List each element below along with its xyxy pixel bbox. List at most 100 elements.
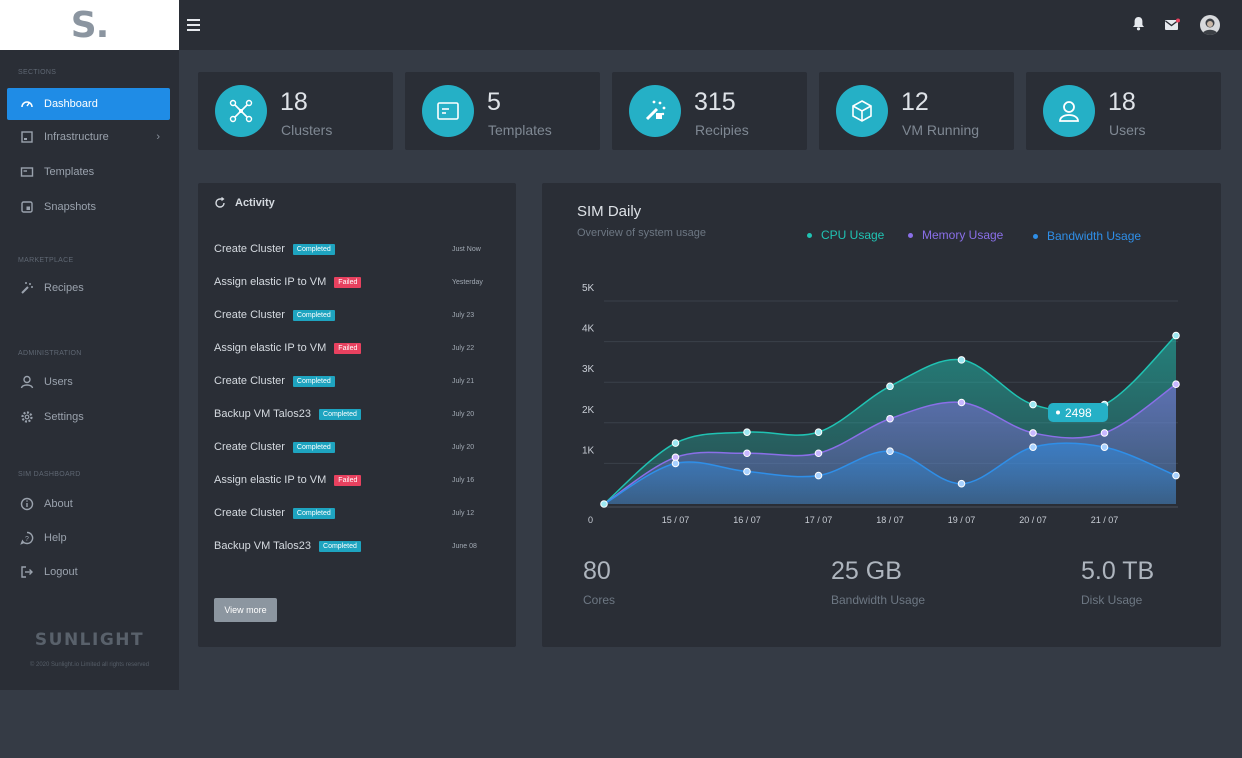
data-point-memory-usage[interactable] (1172, 380, 1180, 389)
list-item[interactable]: Backup VM Talos23 Completed June 08 (214, 538, 494, 554)
activity-name: Create Cluster (214, 309, 285, 321)
activity-name: Create Cluster (214, 507, 285, 519)
data-point-bandwidth-usage[interactable] (743, 467, 751, 476)
sidebar-item-label: Logout (44, 566, 78, 578)
data-point-cpu-usage[interactable] (1029, 400, 1037, 409)
area-chart[interactable]: 1K 2K 3K 4K 5K 0 15 / 07 16 / 07 17 / 07 18 / 07 1… (542, 183, 1221, 543)
stat-card-recipies[interactable]: 315 Recipies (612, 72, 807, 150)
mail-icon[interactable] (1164, 18, 1180, 31)
top-bar (179, 0, 1242, 50)
data-point-memory-usage[interactable] (1100, 429, 1109, 437)
sidebar-item-users[interactable]: Users (7, 366, 170, 398)
list-item[interactable]: Create Cluster Completed July 20 (214, 439, 494, 455)
logout-icon (20, 565, 34, 579)
activity-name: Create Cluster (214, 441, 285, 453)
list-item[interactable]: Backup VM Talos23 Completed July 20 (214, 406, 494, 422)
data-point-cpu-usage[interactable] (671, 439, 680, 447)
data-point-bandwidth-usage[interactable] (671, 459, 680, 468)
activity-date: July 23 (452, 311, 475, 319)
cube-icon (836, 85, 888, 137)
x-tick-label: 17 / 07 (805, 515, 833, 525)
activity-panel: Activity Create Cluster Completed Just Now… (198, 183, 516, 647)
y-tick-label: 4K (582, 324, 595, 335)
legend-cpu-usage[interactable]: CPU Usage (807, 228, 884, 242)
status-badge: Completed (292, 441, 335, 453)
avatar[interactable] (1200, 15, 1220, 35)
stat-value: 18 (1108, 88, 1136, 116)
list-item[interactable]: Assign elastic IP to VM Failed July 22 (214, 340, 494, 356)
list-item[interactable]: Create Cluster Completed July 21 (214, 373, 494, 389)
activity-title: Activity (235, 197, 275, 209)
data-point-cpu-usage[interactable] (743, 428, 751, 436)
sidebar-item-label: Infrastructure (44, 131, 109, 143)
sidebar-item-settings[interactable]: Settings (7, 401, 170, 433)
sidebar-item-recipes[interactable]: Recipes (7, 272, 170, 304)
data-point-bandwidth-usage[interactable] (814, 471, 823, 480)
activity-date: July 12 (452, 509, 475, 517)
data-point-memory-usage[interactable] (743, 449, 751, 458)
y-tick-label: 1K (582, 445, 595, 456)
activity-name: Backup VM Talos23 (214, 540, 312, 552)
sidebar-item-templates[interactable]: Templates (7, 156, 170, 188)
data-point-bandwidth-usage[interactable] (1172, 471, 1180, 480)
y-tick-label: 3K (582, 364, 595, 375)
stat-label: Users (1109, 122, 1146, 138)
sidebar-item-infrastructure[interactable]: Infrastructure › (7, 121, 170, 153)
sim-daily-chart-panel: SIM Daily Overview of system usage CPU U… (542, 183, 1221, 647)
legend-memory-usage[interactable]: Memory Usage (908, 228, 1003, 242)
data-point-cpu-usage[interactable] (1172, 331, 1180, 340)
logo-text: S. (70, 4, 110, 46)
status-badge: Failed (334, 276, 362, 288)
data-point-cpu-usage[interactable] (886, 382, 894, 391)
list-item[interactable]: Create Cluster Completed July 12 (214, 505, 494, 521)
data-point-memory-usage[interactable] (957, 398, 966, 407)
sidebar-item-logout[interactable]: Logout (7, 556, 170, 588)
data-point-bandwidth-usage[interactable] (1029, 443, 1037, 451)
copyright: © 2020 Sunlight.io Limited all rights re… (29, 662, 150, 668)
sidebar-item-label: Recipes (44, 282, 84, 294)
sidebar-item-about[interactable]: About (7, 488, 170, 520)
bell-icon[interactable] (1132, 16, 1145, 31)
sidebar-item-help[interactable]: ? Help (7, 522, 170, 554)
activity-name: Assign elastic IP to VM (214, 276, 327, 288)
data-point-memory-usage[interactable] (1029, 429, 1037, 437)
stat-card-clusters[interactable]: 18 Clusters (198, 72, 393, 150)
data-point-memory-usage[interactable] (814, 449, 823, 458)
list-item[interactable]: Assign elastic IP to VM Failed July 16 (214, 472, 494, 488)
stat-value: 5 (487, 88, 501, 116)
y-tick-label: 2K (582, 405, 595, 416)
data-point-bandwidth-usage[interactable] (957, 479, 966, 488)
sidebar-section-title: MARKETPLACE (18, 257, 74, 264)
svg-text:?: ? (25, 536, 29, 543)
data-point-memory-usage[interactable] (886, 414, 894, 423)
list-item[interactable]: Create Cluster Completed Just Now (214, 241, 494, 257)
sidebar-item-snapshots[interactable]: Snapshots (7, 191, 170, 223)
hamburger-icon[interactable] (187, 19, 200, 31)
activity-name: Create Cluster (214, 375, 285, 387)
stat-card-users[interactable]: 18 Users (1026, 72, 1221, 150)
activity-name: Assign elastic IP to VM (214, 342, 327, 354)
info-icon (20, 497, 34, 511)
view-more-button[interactable]: View more (214, 598, 277, 622)
legend-bandwidth-usage[interactable]: Bandwidth Usage (1033, 229, 1141, 243)
stat-card-templates[interactable]: 5 Templates (405, 72, 600, 150)
data-point-cpu-usage[interactable] (814, 428, 823, 436)
help-icon: ? (20, 531, 34, 545)
summary-value-disk: 5.0 TB (1081, 557, 1155, 585)
x-tick-label: 15 / 07 (662, 515, 690, 525)
list-item[interactable]: Create Cluster Completed July 23 (214, 307, 494, 323)
cluster-icon (215, 85, 267, 137)
list-item[interactable]: Assign elastic IP to VM Failed Yesterday (214, 274, 494, 290)
x-tick-label: 19 / 07 (948, 515, 976, 525)
sidebar-item-dashboard[interactable]: Dashboard (7, 88, 170, 120)
sidebar-section-title: SIM DASHBOARD (18, 471, 81, 478)
data-point-cpu-usage[interactable] (600, 500, 608, 508)
refresh-icon (215, 197, 225, 208)
logo[interactable]: S. (0, 0, 179, 50)
y-tick-label: 5K (582, 283, 595, 294)
data-point-bandwidth-usage[interactable] (886, 447, 894, 456)
data-point-cpu-usage[interactable] (957, 356, 966, 364)
stat-card-vm-running[interactable]: 12 VM Running (819, 72, 1014, 150)
data-point-bandwidth-usage[interactable] (1100, 443, 1109, 451)
series-area-bandwidth-usage (604, 443, 1176, 504)
